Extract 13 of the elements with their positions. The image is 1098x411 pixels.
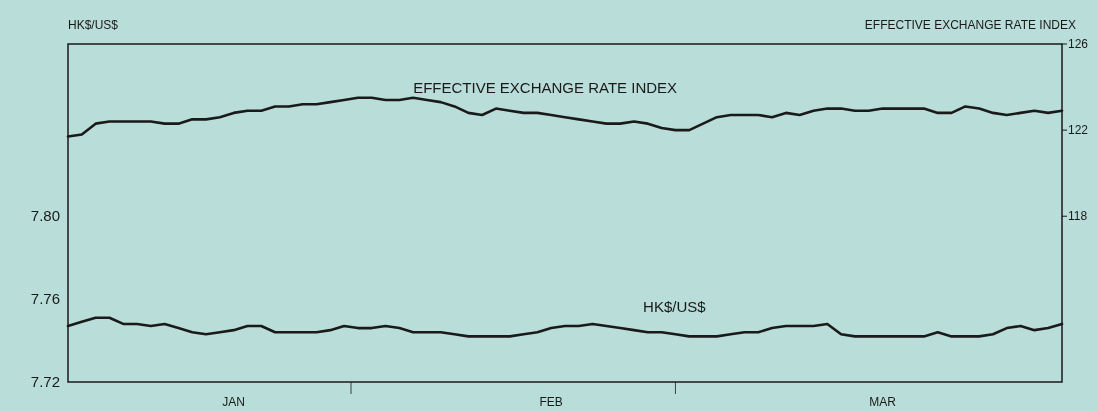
x-tick-label: FEB (539, 395, 563, 409)
series-label: HK$/US$ (643, 298, 707, 316)
y-axis-title: HK$/US$ (68, 18, 119, 32)
y2-tick-label: 122 (1068, 123, 1089, 138)
y2-axis-title: EFFECTIVE EXCHANGE RATE INDEX (864, 18, 1076, 32)
y2-tick-label: 126 (1068, 37, 1089, 52)
x-tick-label: JAN (222, 395, 245, 409)
series-label: EFFECTIVE EXCHANGE RATE INDEX (413, 79, 678, 97)
y2-tick-label: 118 (1068, 209, 1088, 224)
x-tick-label: MAR (869, 395, 897, 409)
y-tick-label: 7.76 (30, 290, 60, 308)
y-tick-label: 7.72 (30, 373, 60, 391)
y-tick-label: 7.80 (30, 207, 60, 225)
